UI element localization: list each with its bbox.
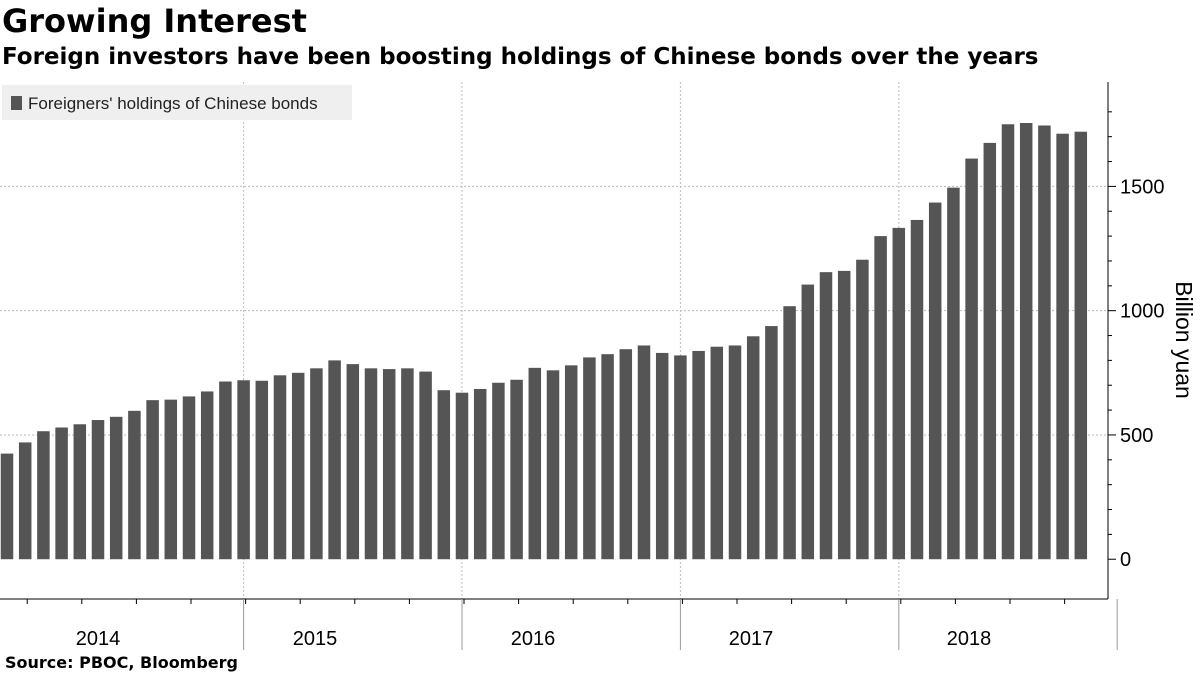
bar — [291, 372, 305, 560]
y-tick-label: 1500 — [1120, 176, 1165, 198]
bar — [710, 346, 724, 560]
bar — [583, 357, 596, 560]
x-year-label: 2016 — [511, 628, 556, 650]
bar — [564, 365, 578, 560]
x-year-label: 2017 — [729, 628, 774, 650]
bar — [746, 336, 760, 560]
bar — [765, 326, 778, 560]
legend-swatch — [11, 96, 22, 110]
legend-label: Foreigners' holdings of Chinese bonds — [28, 94, 318, 113]
bar — [73, 424, 87, 560]
bar — [801, 284, 815, 560]
y-tick-label: 500 — [1120, 425, 1153, 447]
bar — [874, 236, 887, 560]
bar — [601, 354, 614, 560]
bar — [255, 380, 269, 560]
legend: Foreigners' holdings of Chinese bonds — [2, 85, 352, 120]
bar — [892, 227, 906, 560]
bar — [528, 367, 542, 560]
bar — [146, 400, 159, 560]
bars — [0, 123, 1088, 560]
bar — [0, 453, 14, 560]
y-axis-title: Billion yuan — [1171, 281, 1197, 399]
bar — [856, 259, 869, 560]
bar — [55, 427, 68, 560]
x-year-label: 2015 — [293, 628, 338, 650]
bar — [364, 368, 378, 560]
bar — [492, 382, 505, 560]
bar — [783, 306, 796, 560]
bar — [837, 270, 851, 560]
bar — [1001, 124, 1015, 560]
chart-title: Growing Interest — [2, 2, 307, 40]
bar — [910, 219, 924, 560]
bar — [1038, 125, 1051, 560]
bar — [983, 142, 997, 560]
bar — [401, 368, 414, 560]
bar — [91, 420, 105, 560]
bar — [1074, 131, 1088, 560]
source-note: Source: PBOC, Bloomberg — [5, 653, 238, 672]
bar — [947, 187, 960, 560]
bar — [510, 379, 523, 560]
bar — [655, 352, 669, 560]
bar — [728, 345, 742, 560]
bar — [546, 370, 560, 560]
bar — [965, 158, 978, 560]
bar — [819, 272, 833, 560]
bar — [237, 380, 250, 560]
y-tick-label: 1000 — [1120, 301, 1165, 323]
y-ticks: 0 500 1000 1500 — [1108, 111, 1165, 571]
bar — [18, 442, 32, 560]
bar — [619, 349, 633, 560]
bar — [273, 375, 287, 560]
bar — [346, 364, 360, 560]
x-year-label: 2018 — [947, 628, 992, 650]
bar — [637, 345, 651, 560]
bar — [310, 368, 323, 560]
bar — [182, 396, 196, 560]
bar — [455, 392, 469, 560]
bar — [674, 355, 687, 560]
x-year-label: 2014 — [76, 628, 121, 650]
bar — [928, 202, 942, 560]
bar — [419, 371, 432, 560]
bar — [692, 350, 705, 560]
axes — [0, 82, 1109, 600]
bar — [1056, 133, 1069, 560]
x-ticks: 2014 2015 2016 2017 2018 — [26, 599, 1118, 650]
chart-subtitle: Foreign investors have been boosting hol… — [2, 44, 1039, 70]
legend-background — [2, 85, 352, 120]
bar — [437, 390, 451, 560]
bar — [128, 410, 141, 560]
bar — [164, 399, 178, 560]
y-tick-label: 0 — [1120, 549, 1131, 571]
bar — [473, 388, 487, 560]
bar — [382, 369, 396, 560]
bar — [219, 381, 232, 560]
bar — [200, 391, 214, 560]
bar — [1019, 123, 1033, 560]
bar — [37, 431, 50, 560]
bar — [328, 360, 341, 560]
bar — [109, 416, 123, 560]
